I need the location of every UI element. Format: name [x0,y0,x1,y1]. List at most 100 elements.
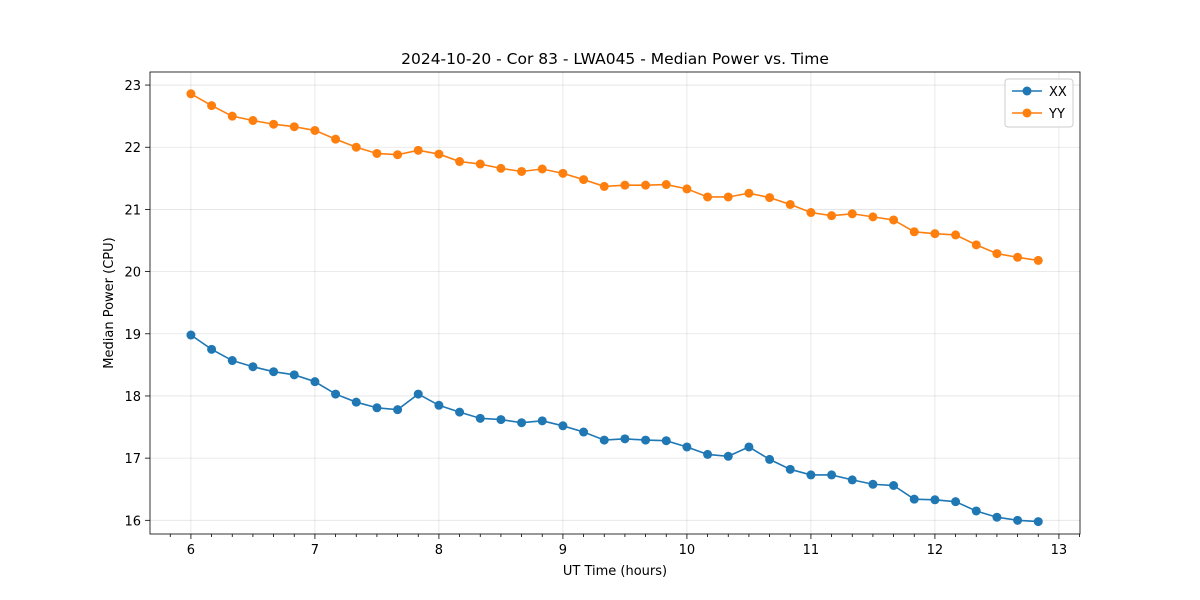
data-point-yy [496,163,506,173]
grid [150,72,1080,534]
data-point-xx [393,405,403,415]
y-tick-label: 17 [124,452,141,467]
data-point-yy [992,249,1002,259]
y-tick-label: 22 [124,141,141,156]
x-tick-label: 7 [311,543,319,558]
data-point-xx [186,330,196,340]
data-point-xx [1033,517,1043,527]
data-point-xx [992,512,1002,522]
data-point-xx [765,454,775,464]
data-point-yy [661,180,671,190]
y-tick-label: 16 [124,514,141,529]
series-line-xx [190,334,1039,523]
legend-marker-xx [1022,86,1032,96]
data-point-xx [434,400,444,410]
data-point-xx [517,418,527,428]
data-point-yy [434,149,444,159]
plot-frame [149,71,1081,535]
data-point-xx [620,434,630,444]
x-tick-label: 9 [559,543,567,558]
data-point-xx [723,451,733,461]
data-point-yy [765,193,775,203]
data-point-xx [496,415,506,425]
ticks: 6 7 8 9 10 11 12 13 16 17 18 19 20 21 22 23 [124,79,1080,558]
data-point-yy [517,166,527,176]
data-point-yy [682,184,692,194]
x-tick-label: 13 [1051,543,1068,558]
data-point-xx [269,367,279,377]
data-point-xx [806,470,816,480]
data-point-yy [847,209,857,219]
data-point-yy [186,89,196,99]
data-point-yy [331,134,341,144]
legend-label-xx: XX [1049,85,1067,100]
data-point-yy [372,148,382,158]
data-point-xx [248,362,258,372]
data-point-xx [682,442,692,452]
data-point-xx [703,449,713,459]
data-point-xx [599,435,609,445]
y-tick-label: 18 [124,390,141,405]
data-point-xx [413,389,423,399]
data-point-xx [331,389,341,399]
data-point-yy [806,208,816,218]
data-point-yy [269,119,279,129]
data-point-yy [455,157,465,167]
x-tick-label: 6 [187,543,195,558]
data-point-yy [310,125,320,135]
data-point-yy [951,230,961,240]
data-point-xx [579,427,589,437]
data-point-yy [1013,252,1023,262]
data-point-xx [1013,515,1023,525]
data-point-yy [868,212,878,222]
data-point-xx [351,397,361,407]
chart-title: 2024-10-20 - Cor 83 - LWA045 - Median Po… [401,50,829,68]
x-axis-label: UT Time (hours) [563,564,667,579]
data-point-yy [227,111,237,121]
data-point-yy [413,145,423,155]
data-point-xx [475,413,485,423]
data-point-yy [393,150,403,160]
data-point-yy [909,227,919,237]
y-tick-label: 19 [124,328,141,343]
x-tick-label: 10 [679,543,696,558]
data-point-yy [599,181,609,191]
data-point-xx [207,344,217,354]
data-point-yy [289,122,299,132]
data-point-xx [868,479,878,489]
data-point-xx [641,435,651,445]
data-point-yy [889,215,899,225]
data-point-xx [889,480,899,490]
legend-marker-yy [1022,108,1032,118]
data-point-xx [289,370,299,380]
data-point-xx [372,403,382,413]
legend: XX YY [1004,78,1074,128]
data-point-xx [661,436,671,446]
legend-label-yy: YY [1048,107,1065,122]
data-point-yy [1033,255,1043,265]
series-line-yy [190,93,1039,262]
data-point-xx [310,377,320,387]
y-axis-label: Median Power (CPU) [102,237,117,368]
y-tick-label: 21 [124,203,141,218]
data-point-yy [827,211,837,221]
data-point-yy [620,180,630,190]
data-point-yy [351,142,361,152]
data-point-yy [930,229,940,239]
data-point-xx [951,497,961,507]
data-point-yy [558,168,568,178]
data-point-xx [930,495,940,505]
x-tick-label: 11 [803,543,820,558]
data-point-xx [847,475,857,485]
x-tick-label: 12 [927,543,944,558]
data-point-yy [744,188,754,198]
data-point-xx [537,416,547,426]
data-point-yy [475,159,485,169]
data-point-yy [703,192,713,202]
data-point-yy [641,180,651,190]
data-point-yy [537,164,547,174]
data-point-xx [227,356,237,366]
data-point-yy [207,101,217,111]
data-point-yy [248,116,258,126]
